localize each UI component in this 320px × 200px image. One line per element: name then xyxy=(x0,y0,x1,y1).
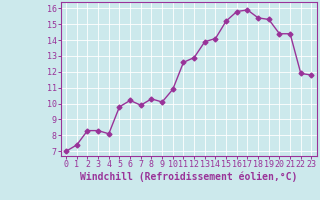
X-axis label: Windchill (Refroidissement éolien,°C): Windchill (Refroidissement éolien,°C) xyxy=(80,172,298,182)
